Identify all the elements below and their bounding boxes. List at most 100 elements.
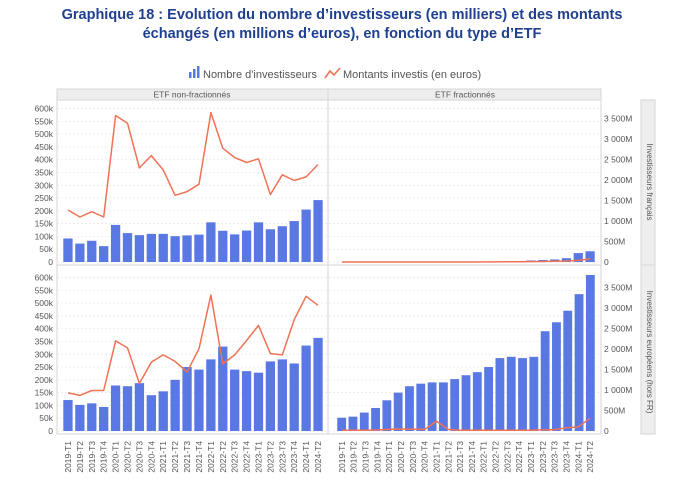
data-marks xyxy=(63,111,595,431)
right-tick-label: 2 500M xyxy=(604,155,632,165)
investor-bar xyxy=(146,395,156,431)
investor-bar xyxy=(495,358,505,431)
investor-bar xyxy=(416,383,426,431)
investor-bar xyxy=(574,294,584,431)
right-tick-label: 500M xyxy=(604,406,625,416)
investor-bar xyxy=(182,235,192,262)
x-tick-label: 2019-T3 xyxy=(361,441,371,473)
row-header-bottom xyxy=(640,264,656,435)
amount-line xyxy=(67,294,319,397)
x-tick-label: 2021-T3 xyxy=(455,441,465,473)
x-tick-label: 2022-T2 xyxy=(491,441,501,473)
investor-bar xyxy=(146,233,156,262)
x-tick-label: 2020-T4 xyxy=(420,441,430,473)
x-tick-label: 2019-T2 xyxy=(349,441,359,473)
investor-bar xyxy=(277,359,287,431)
investor-bar xyxy=(253,372,264,431)
left-tick-label: 0 xyxy=(48,426,53,436)
legend-bars-label: Nombre d'investisseurs xyxy=(203,69,317,81)
x-tick-label: 2022-T3 xyxy=(502,441,512,473)
chart-title-line-1: Graphique 18 : Evolution du nombre d’inv… xyxy=(61,7,623,23)
investor-bar xyxy=(461,375,471,431)
right-tick-label: 2 000M xyxy=(604,175,632,185)
investor-bar xyxy=(265,229,276,262)
investor-bar xyxy=(75,243,85,262)
chart-title: Graphique 18 : Evolution du nombre d’inv… xyxy=(0,6,684,44)
investor-bar xyxy=(230,234,240,262)
left-tick-label: 600k xyxy=(35,104,54,114)
investor-bar xyxy=(110,385,121,431)
legend: Nombre d'investisseurs Montants investis… xyxy=(189,66,481,81)
investor-bar xyxy=(337,417,347,431)
investor-bar xyxy=(289,221,299,262)
investor-bar xyxy=(301,345,311,431)
left-tick-label: 50k xyxy=(39,244,53,254)
investor-bar xyxy=(230,369,240,431)
investor-bar xyxy=(134,235,145,262)
investor-bar xyxy=(170,379,180,431)
x-tick-label: 2021-T1 xyxy=(158,441,168,473)
left-tick-label: 500k xyxy=(35,129,54,139)
x-tick-label: 2023-T2 xyxy=(538,441,548,473)
right-tick-label: 2 500M xyxy=(604,324,632,334)
investor-bar xyxy=(585,274,595,431)
left-tick-label: 150k xyxy=(35,219,54,229)
x-tick-label: 2020-T2 xyxy=(396,441,406,473)
investor-bar xyxy=(552,322,561,431)
x-tick-label: 2023-T1 xyxy=(254,441,264,473)
left-tick-label: 300k xyxy=(35,349,54,359)
x-tick-label: 2024-T1 xyxy=(301,441,311,473)
axes: 0 50k 100k 150k 200k 250k 300k 350k 400k 450k 500k… xyxy=(35,104,633,473)
right-tick-label: 0 xyxy=(604,426,609,436)
amount-line xyxy=(67,111,319,218)
x-tick-label: 2020-T1 xyxy=(384,441,394,473)
left-tick-label: 550k xyxy=(35,116,54,126)
left-tick-label: 250k xyxy=(35,193,54,203)
investor-bar xyxy=(382,400,392,431)
x-tick-label: 2022-T1 xyxy=(206,441,216,473)
investor-bar xyxy=(313,200,323,262)
investor-bar xyxy=(540,331,550,431)
investor-bar xyxy=(158,391,168,431)
left-tick-label: 550k xyxy=(35,285,54,295)
investor-bar xyxy=(506,356,516,431)
investor-bar xyxy=(194,234,204,262)
investor-bar xyxy=(253,222,264,262)
column-title-fractionnes: ETF fractionnés xyxy=(435,90,495,100)
x-tick-label: 2019-T2 xyxy=(75,441,85,473)
x-tick-label: 2020-T1 xyxy=(111,441,121,473)
investor-bar xyxy=(561,258,572,262)
chart-title-line-2: échangés (en millions d’euros), en fonct… xyxy=(142,26,542,42)
x-tick-label: 2022-T3 xyxy=(230,441,240,473)
left-tick-label: 200k xyxy=(35,375,54,385)
investor-bar xyxy=(313,337,323,431)
legend-bars-icon xyxy=(189,66,200,78)
investor-bar xyxy=(348,416,358,431)
investor-bar xyxy=(438,382,448,431)
left-tick-label: 500k xyxy=(35,298,54,308)
x-tick-label: 2021-T4 xyxy=(194,441,204,473)
left-tick-label: 50k xyxy=(39,413,53,423)
x-tick-label: 2023-T3 xyxy=(550,441,560,473)
investor-bar xyxy=(371,407,380,431)
investor-bar xyxy=(99,406,109,431)
investor-bar xyxy=(241,230,252,262)
investor-bar xyxy=(110,224,121,262)
x-tick-label: 2021-T3 xyxy=(182,441,192,473)
investor-bar xyxy=(87,240,97,262)
investor-bar xyxy=(472,372,482,431)
x-tick-label: 2023-T2 xyxy=(265,441,275,473)
x-tick-label: 2023-T4 xyxy=(289,441,299,473)
panel-frames: ETF non-fractionnés ETF fractionnés Inve… xyxy=(56,88,656,435)
legend-line-label: Montants investis (en euros) xyxy=(343,69,481,81)
investor-bar xyxy=(87,403,97,431)
right-tick-label: 1 500M xyxy=(604,196,632,206)
investor-bar xyxy=(122,386,133,431)
right-tick-label: 3 000M xyxy=(604,134,632,144)
x-tick-label: 2021-T4 xyxy=(467,441,477,473)
investor-bar xyxy=(289,363,299,431)
x-tick-label: 2022-T4 xyxy=(514,441,524,473)
left-tick-label: 400k xyxy=(35,155,54,165)
investor-bar xyxy=(265,361,276,431)
